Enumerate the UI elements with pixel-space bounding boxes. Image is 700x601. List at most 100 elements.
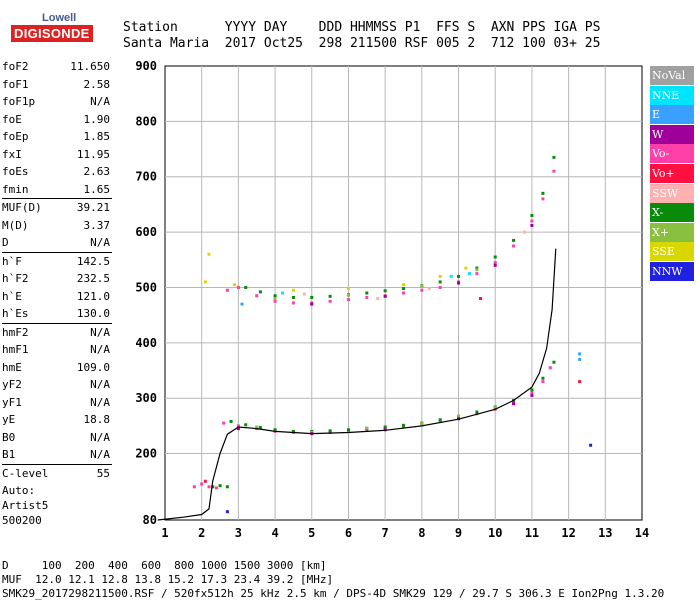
data-point-x-: [493, 405, 497, 408]
param-name: hmF2: [2, 325, 29, 339]
data-point-vo-: [402, 291, 405, 295]
x-tick-label: 7: [382, 526, 389, 540]
station-header: Station YYYY DAY DDD HHMMSS P1 FFS S AXN…: [123, 20, 600, 52]
param-row: foEs 2.63: [2, 163, 112, 181]
y-tick-label: 800: [135, 114, 157, 128]
data-point-vo-: [475, 272, 479, 276]
data-point-x-: [438, 418, 442, 422]
x-tick-label: 3: [235, 526, 242, 540]
auto-label: Auto:: [2, 484, 36, 497]
data-point-vo-: [541, 380, 545, 384]
param-row: foF1 2.58: [2, 76, 112, 94]
param-value: 142.5: [76, 254, 110, 268]
data-point-x-: [552, 155, 556, 159]
param-name: C-level: [2, 466, 49, 480]
param-name: yF1: [2, 395, 22, 409]
polarization-legend: NoVal NNE E W Vo- Vo+ SSW X- X+ SSE NNW: [650, 66, 694, 282]
data-point-vo-: [192, 485, 196, 489]
header-values: Santa Maria 2017 Oct25 298 211500 RSF 00…: [123, 36, 601, 51]
logo-line-digisonde: DIGISONDE: [11, 25, 93, 42]
param-name: B1: [2, 448, 16, 461]
param-name: foEs: [2, 165, 29, 178]
param-row: foEp 1.85: [2, 128, 112, 146]
legend-item-vo-: Vo-: [650, 144, 694, 164]
x-tick-label: 1: [161, 526, 168, 540]
x-tick-label: 4: [271, 526, 278, 540]
data-point-vo-: [578, 380, 582, 384]
data-point-x-: [530, 388, 534, 392]
auto-code: 500200: [2, 514, 42, 527]
param-row: h`F2 232.5: [2, 270, 112, 288]
header-labels: Station YYYY DAY DDD HHMMSS P1 FFS S AXN…: [123, 20, 601, 35]
data-point-sse: [207, 252, 211, 256]
legend-item-nnw: NNW: [650, 261, 694, 281]
data-point-vo-: [346, 298, 350, 302]
autoscaling-info: Auto: Artist5 500200: [2, 483, 48, 528]
param-name: foEp: [2, 130, 29, 143]
data-point-x-: [258, 426, 262, 430]
data-point-x-: [328, 294, 332, 298]
param-name: B0: [2, 430, 16, 444]
data-point-vo-: [291, 301, 295, 305]
data-point-sse: [203, 280, 207, 284]
param-value: 11.95: [76, 147, 110, 161]
data-point-w: [457, 281, 461, 285]
bottom-info: D 100 200 400 600 800 1000 1500 3000 [km…: [2, 559, 664, 601]
data-point-vo-: [207, 485, 211, 489]
profile-line: [157, 248, 557, 521]
param-row: foE 1.90: [2, 111, 112, 129]
data-point-vo-: [420, 288, 424, 292]
param-name: h`E: [2, 289, 22, 303]
data-point-x-: [475, 268, 479, 272]
param-row: h`F 142.5: [2, 251, 112, 271]
data-point-vo-: [222, 421, 226, 425]
data-point-x-: [493, 255, 497, 259]
data-point-vo-: [273, 299, 277, 303]
param-value: N/A: [90, 236, 110, 249]
y-tick-label: 500: [135, 280, 157, 294]
data-point-x-: [273, 428, 277, 432]
data-point-e: [578, 357, 582, 361]
param-value: 121.0: [76, 289, 110, 303]
data-point-vo-: [479, 297, 483, 301]
y-tick-label: 300: [135, 391, 157, 405]
legend-item-x-: X-: [650, 203, 694, 223]
param-value: 39.21: [76, 201, 110, 214]
data-point-vo-: [346, 429, 350, 433]
data-point-vo-: [402, 425, 405, 429]
data-point-vo-: [438, 285, 442, 289]
data-point-x-: [211, 485, 215, 489]
data-point-vo-: [438, 419, 442, 423]
y-tick-label: 600: [135, 225, 157, 239]
data-point-vo-: [552, 169, 556, 173]
param-value: 1.90: [83, 112, 111, 126]
data-point-x-: [310, 295, 314, 299]
param-row: yE 18.8: [2, 411, 112, 429]
param-value: 1.65: [83, 182, 111, 196]
legend-item-noval: NoVal: [650, 66, 694, 85]
param-value: N/A: [90, 325, 110, 339]
data-point-x-: [438, 280, 442, 284]
legend-item-w: W: [650, 124, 694, 144]
file-info-row: SMK29_2017298211500.RSF / 520fx512h 25 k…: [2, 587, 665, 600]
data-point-x-: [258, 290, 262, 294]
legend-item-vo-: Vo+: [650, 163, 694, 183]
param-value: N/A: [90, 448, 110, 461]
param-value: N/A: [90, 430, 110, 444]
param-row: C-level 55: [2, 463, 112, 483]
data-point-x-: [402, 287, 405, 291]
y-tick-label: 80: [143, 513, 157, 527]
data-point-x-: [552, 360, 556, 364]
param-name: yF2: [2, 378, 22, 391]
auto-program: Artist5: [2, 499, 49, 512]
data-point-sse: [402, 283, 405, 287]
data-point-x-: [402, 423, 405, 427]
param-name: D: [2, 236, 9, 249]
y-tick-label: 200: [135, 447, 157, 461]
param-name: yE: [2, 413, 16, 426]
data-point-x-: [420, 422, 424, 426]
data-point-vo-: [541, 197, 545, 201]
param-row: D N/A: [2, 234, 112, 252]
param-row: MUF(D) 39.21: [2, 198, 112, 217]
